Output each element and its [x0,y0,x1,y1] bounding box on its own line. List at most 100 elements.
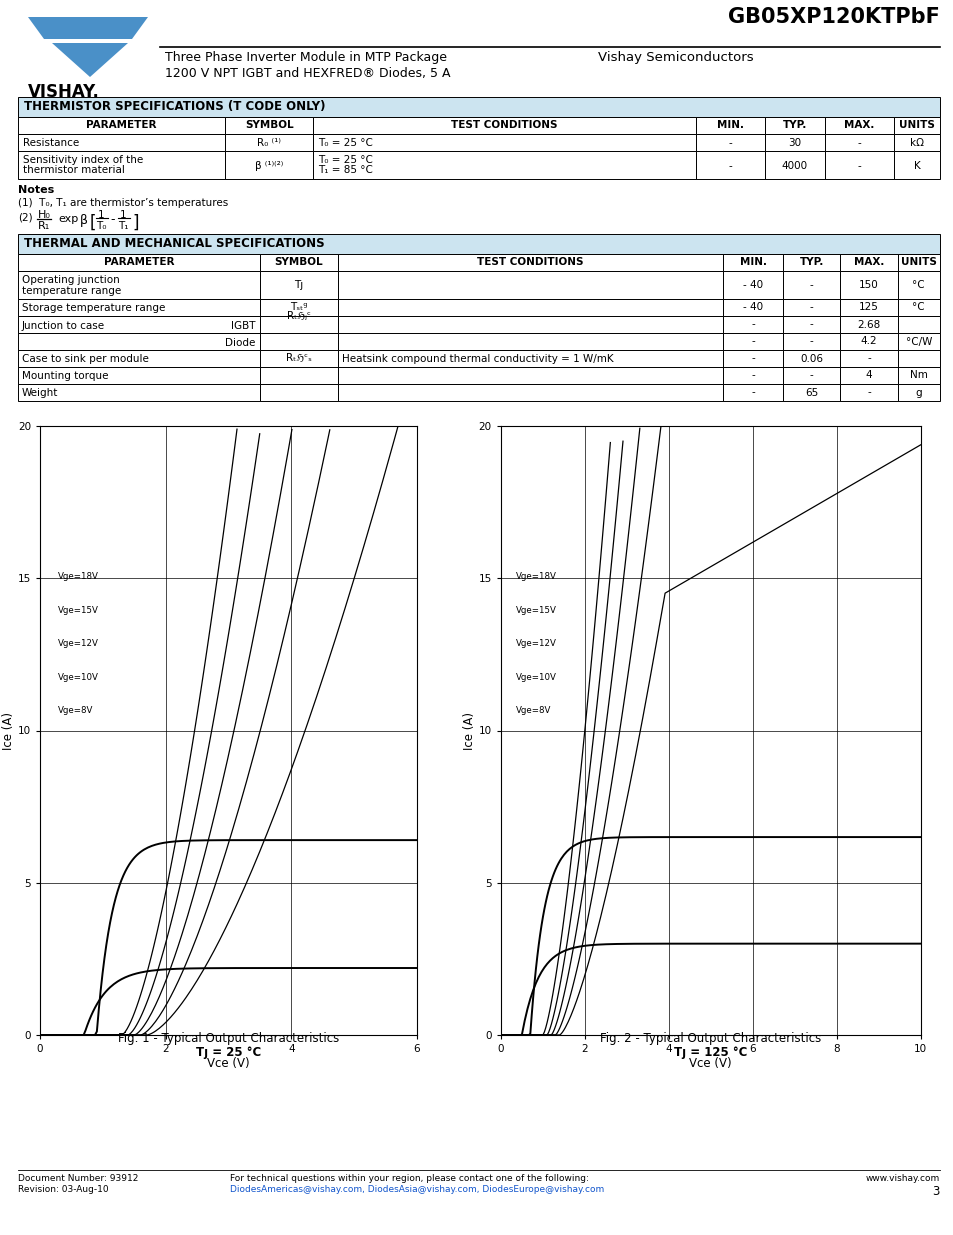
Text: g: g [915,388,922,398]
Bar [897,333,939,350]
Text: Vge=12V: Vge=12V [57,640,98,648]
Text: -: - [809,336,813,347]
Text: GB05XP120KTPbF: GB05XP120KTPbF [727,7,939,27]
Bar [18,117,225,135]
Bar [18,135,225,151]
Text: UNITS: UNITS [898,120,934,130]
Bar [764,135,824,151]
Text: Diode: Diode [225,338,255,348]
Text: Tȷ: Tȷ [294,280,303,290]
Bar [18,367,259,384]
Bar [840,384,897,401]
Text: - 40: - 40 [742,303,762,312]
Text: Document Number: 93912: Document Number: 93912 [18,1174,138,1183]
Text: SYMBOL: SYMBOL [245,120,294,130]
Bar [18,316,259,333]
Text: -: - [727,138,731,148]
Text: Vge=12V: Vge=12V [516,640,557,648]
Bar [313,117,695,135]
Text: IGBT: IGBT [231,321,255,331]
Bar [893,135,939,151]
Text: PARAMETER: PARAMETER [87,120,157,130]
Bar [225,135,313,151]
Text: -: - [809,370,813,380]
Bar [337,316,722,333]
Polygon shape [28,17,148,40]
Text: -: - [857,138,861,148]
Bar [337,299,722,316]
Bar [897,299,939,316]
Text: UNITS: UNITS [900,257,936,267]
Text: -: - [727,161,731,170]
Text: 1200 V NPT IGBT and HEXFRED® Diodes, 5 A: 1200 V NPT IGBT and HEXFRED® Diodes, 5 A [165,67,450,80]
Bar [782,367,840,384]
Bar [259,350,337,367]
Text: T₀: T₀ [96,221,107,231]
Text: 2.68: 2.68 [857,320,880,330]
Text: Sensitivity index of the: Sensitivity index of the [23,156,143,165]
Bar [824,135,893,151]
Text: Vge=18V: Vge=18V [516,572,557,582]
Text: Tȷ = 25 °C: Tȷ = 25 °C [195,1046,261,1058]
Text: 4: 4 [864,370,871,380]
Bar [313,151,695,179]
Text: Vge=8V: Vge=8V [516,706,551,715]
Bar [225,151,313,179]
Bar [18,384,259,401]
Bar [722,333,782,350]
Text: Case to sink per module: Case to sink per module [22,354,149,364]
Text: [: [ [90,214,96,232]
Bar [782,254,840,270]
Bar [18,270,259,299]
Bar [337,333,722,350]
Text: Operating junction: Operating junction [22,275,120,285]
Bar [840,333,897,350]
Text: (2): (2) [18,212,32,222]
Text: TEST CONDITIONS: TEST CONDITIONS [451,120,557,130]
Bar [824,151,893,179]
Text: °C: °C [911,280,924,290]
Bar [722,316,782,333]
Bar [259,254,337,270]
Text: T₁ = 85 °C: T₁ = 85 °C [317,165,373,175]
Bar [840,270,897,299]
Text: -: - [809,303,813,312]
Text: thermistor material: thermistor material [23,165,125,175]
Bar [897,367,939,384]
Text: For technical questions within your region, please contact one of the following:: For technical questions within your regi… [230,1174,588,1183]
Text: -: - [809,280,813,290]
Bar [18,333,259,350]
Bar [722,254,782,270]
Text: T₀ = 25 °C: T₀ = 25 °C [317,138,373,148]
Text: Revision: 03-Aug-10: Revision: 03-Aug-10 [18,1186,109,1194]
Text: Vge=15V: Vge=15V [516,605,557,615]
Text: Resistance: Resistance [23,138,79,148]
Bar [897,316,939,333]
Bar [259,299,337,316]
Text: Vge=18V: Vge=18V [57,572,98,582]
Text: β: β [80,214,88,227]
Bar [18,233,939,254]
Text: THERMAL AND MECHANICAL SPECIFICATIONS: THERMAL AND MECHANICAL SPECIFICATIONS [24,237,324,249]
Text: Weight: Weight [22,388,58,398]
Bar [897,384,939,401]
Text: Tₛₜᵍ: Tₛₜᵍ [290,303,307,312]
Bar [337,367,722,384]
Text: MAX.: MAX. [853,257,883,267]
Text: ]: ] [132,214,138,232]
Bar [824,117,893,135]
Text: β ⁽¹⁾⁽²⁾: β ⁽¹⁾⁽²⁾ [254,161,283,170]
Text: 30: 30 [787,138,801,148]
Bar [897,350,939,367]
Text: -: - [751,353,755,363]
Bar [337,270,722,299]
Bar [897,254,939,270]
Text: T₀ = 25 °C: T₀ = 25 °C [317,156,373,165]
Text: °C: °C [911,303,924,312]
Bar [695,135,764,151]
Text: PARAMETER: PARAMETER [104,257,173,267]
Bar [893,151,939,179]
Bar [337,384,722,401]
Bar [259,333,337,350]
Text: Heatsink compound thermal conductivity = 1 W/mK: Heatsink compound thermal conductivity =… [341,354,613,364]
